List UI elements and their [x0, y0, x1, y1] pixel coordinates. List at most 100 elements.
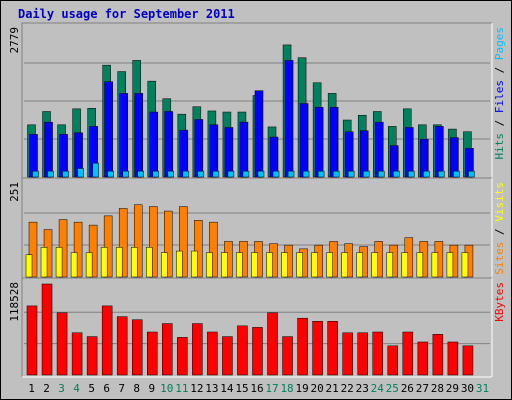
sites-bars [25, 204, 474, 278]
visits-bar [55, 247, 63, 278]
visits-bar [176, 250, 183, 278]
sites-bar [179, 206, 188, 278]
sites-bar [209, 221, 218, 278]
pages-bar [362, 170, 370, 178]
kbytes-bar [282, 336, 293, 376]
pages-bar [423, 170, 430, 178]
day-label: 15 [235, 382, 248, 395]
pages-bar [393, 170, 400, 178]
kbytes-bar [372, 331, 383, 376]
visits-bar [266, 252, 273, 278]
pages-bar [332, 170, 340, 178]
day-label: 12 [190, 382, 203, 395]
kbytes-bars [26, 283, 474, 376]
visits-bar [326, 252, 333, 278]
visits-bar [25, 254, 33, 278]
files-bar [359, 130, 369, 178]
visits-bar [251, 252, 258, 278]
files-bar [254, 90, 264, 178]
day-label: 20 [311, 382, 324, 395]
files-bar [104, 81, 113, 178]
chart-title: Daily usage for September 2011 [18, 7, 235, 21]
files-bar [314, 106, 324, 178]
day-label: 22 [341, 382, 354, 395]
legend-pages: Pages [493, 27, 506, 60]
visits-bar [146, 247, 153, 278]
files-bar [284, 60, 294, 178]
kbytes-bar [207, 331, 218, 376]
pages-bar [302, 170, 310, 178]
files-bar [299, 103, 309, 178]
visits-bar [296, 252, 303, 278]
sites-panel-ymax-label: 251 [8, 182, 21, 202]
legend-kbytes: KBytes [493, 282, 506, 322]
sites-panel-legend: Sites / Visits [493, 182, 506, 275]
sites-bar [73, 221, 83, 278]
pages-bar [408, 170, 415, 178]
pages-bar [287, 170, 295, 178]
day-label: 6 [103, 382, 110, 395]
visits-bar [356, 252, 363, 278]
x-axis-days: 1 2 3 4 5 6 7 8 9 10 11 12 13 14 15 16 17 18 19 20 21 22 23 24 2… [28, 382, 489, 395]
hits-panel-legend: Hits / Files / Pages [493, 27, 506, 160]
pages-bar [47, 170, 54, 178]
kbytes-bar [101, 305, 113, 376]
visits-bar [130, 247, 138, 278]
files-bar [134, 93, 143, 178]
pages-bar [272, 170, 280, 178]
legend-hits: Hits [493, 133, 506, 160]
sites-bar [88, 224, 98, 278]
files-bar [405, 127, 414, 178]
visits-bar [461, 252, 469, 278]
files-bar [194, 119, 204, 178]
kbytes-panel-legend: KBytes [493, 282, 506, 322]
kbytes-bar [71, 332, 83, 376]
kbytes-bar [297, 317, 308, 376]
pages-bar [438, 170, 445, 178]
sites-bar [118, 208, 128, 278]
visits-bar [431, 252, 439, 278]
kbytes-bar [267, 312, 278, 376]
day-label: 4 [73, 382, 80, 395]
visits-bar [311, 252, 318, 278]
kbytes-bar [237, 325, 248, 376]
day-label: 26 [401, 382, 414, 395]
pages-bar [317, 170, 325, 178]
kbytes-bar [402, 331, 414, 376]
sites-bar [164, 210, 173, 278]
legend-visits: Visits [493, 182, 506, 222]
pages-bar [32, 170, 39, 178]
kbytes-bar [131, 319, 143, 376]
kbytes-bar [86, 336, 98, 376]
files-bar [329, 106, 339, 178]
kbytes-bar [147, 331, 158, 376]
visits-bar [40, 247, 48, 278]
visits-bar [100, 247, 108, 278]
pages-bar [347, 170, 355, 178]
visits-bar [85, 252, 93, 278]
day-label: 31 [476, 382, 489, 395]
kbytes-bar [447, 341, 459, 376]
kbytes-panel-ymax-label: 118528 [8, 282, 21, 322]
day-label: 27 [416, 382, 429, 395]
legend-separator: / [493, 113, 506, 133]
kbytes-bar [222, 336, 233, 376]
day-label: 10 [160, 382, 173, 395]
kbytes-bar [417, 341, 429, 376]
day-label: 7 [118, 382, 125, 395]
kbytes-bar [56, 312, 68, 376]
files-bar [59, 134, 68, 178]
kbytes-bar [327, 321, 338, 376]
day-label: 13 [205, 382, 218, 395]
pages-bar [122, 170, 129, 178]
day-label: 30 [461, 382, 474, 395]
sites-bar [194, 220, 203, 278]
legend-sites: Sites [493, 242, 506, 275]
pages-bar [242, 170, 250, 178]
files-bar [435, 126, 444, 178]
pages-bar [212, 170, 220, 178]
day-label: 8 [133, 382, 140, 395]
pages-bar [377, 170, 385, 178]
day-label: 2 [43, 382, 50, 395]
